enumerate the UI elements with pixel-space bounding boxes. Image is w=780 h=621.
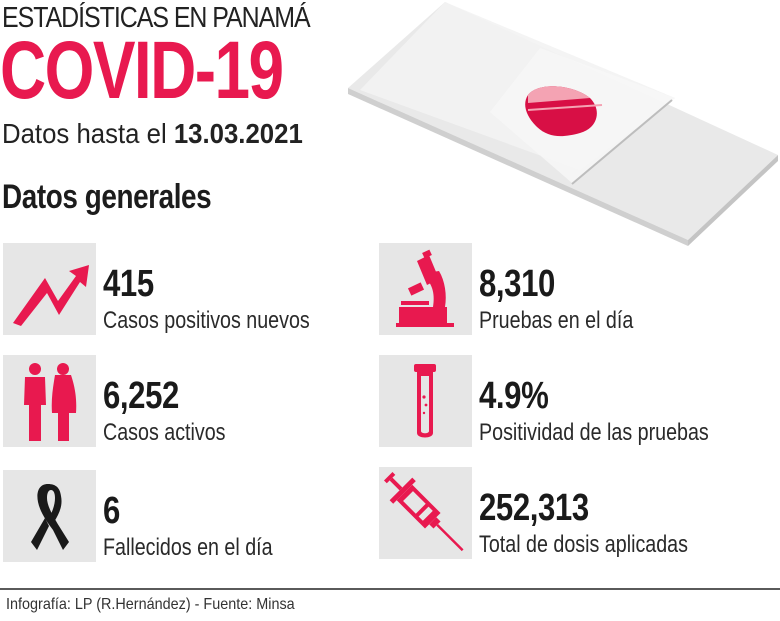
stat-label: Total de dosis aplicadas: [479, 531, 688, 558]
stat-card-tests: 8,310 Pruebas en el día: [379, 243, 749, 343]
icon-tile: [379, 243, 472, 335]
microscope-slide-illustration: [348, 2, 778, 246]
icon-tile: [379, 467, 472, 559]
stat-value: 8,310: [479, 263, 555, 305]
date-value: 13.03.2021: [173, 118, 303, 149]
page-title: COVID-19: [0, 25, 284, 116]
stat-card-positivity: 4.9% Positividad de las pruebas: [379, 355, 749, 455]
stat-card-new-cases: 415 Casos positivos nuevos: [3, 243, 373, 343]
test-tube-icon: [414, 364, 436, 438]
date-prefix: Datos hasta el: [2, 118, 174, 149]
stat-label: Pruebas en el día: [479, 307, 634, 334]
mourning-ribbon-icon: [31, 484, 69, 550]
icon-tile: [3, 355, 96, 447]
icon-tile: [379, 355, 472, 447]
stat-label: Casos activos: [103, 419, 226, 446]
kicker: ESTADÍSTICAS EN PANAMÁ: [2, 2, 311, 34]
stat-value: 4.9%: [479, 375, 549, 417]
date-line: Datos hasta el 13.03.2021: [2, 118, 303, 150]
stat-label: Positividad de las pruebas: [479, 419, 709, 446]
stat-card-active-cases: 6,252 Casos activos: [3, 355, 373, 455]
stat-label: Fallecidos en el día: [103, 534, 273, 561]
stat-card-doses: 252,313 Total de dosis aplicadas: [379, 467, 749, 567]
footer-divider: [0, 588, 780, 590]
stat-value: 415: [103, 263, 154, 305]
people-icon: [24, 363, 77, 441]
syringe-icon: [383, 471, 464, 552]
stat-value: 6,252: [103, 375, 179, 417]
icon-tile: [3, 470, 96, 562]
stat-value: 6: [103, 490, 120, 532]
stat-card-deaths: 6 Fallecidos en el día: [3, 470, 373, 570]
credits: Infografía: LP (R.Hernández) - Fuente: M…: [6, 596, 295, 613]
icon-tile: [3, 243, 96, 335]
stat-label: Casos positivos nuevos: [103, 307, 310, 334]
stat-value: 252,313: [479, 487, 589, 529]
microscope-icon: [396, 249, 454, 327]
section-title: Datos generales: [2, 178, 212, 216]
trending-up-arrow-icon: [13, 265, 89, 326]
